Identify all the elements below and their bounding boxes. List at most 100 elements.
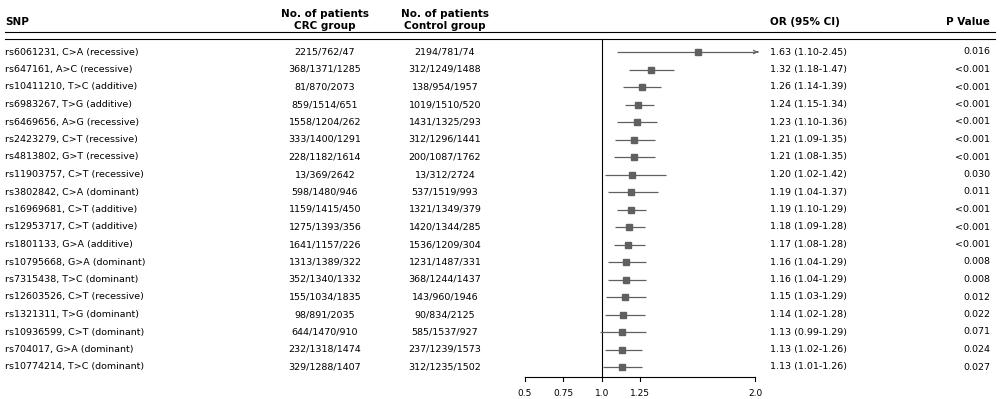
Text: 1.21 (1.08-1.35): 1.21 (1.08-1.35) — [770, 152, 847, 162]
Text: 1275/1393/356: 1275/1393/356 — [289, 223, 361, 231]
Text: 859/1514/651: 859/1514/651 — [292, 100, 358, 109]
Text: 644/1470/910: 644/1470/910 — [292, 328, 358, 336]
Text: rs10774214, T>C (dominant): rs10774214, T>C (dominant) — [5, 363, 144, 371]
Text: No. of patients: No. of patients — [281, 9, 369, 19]
Text: 1313/1389/322: 1313/1389/322 — [288, 257, 362, 267]
Text: rs7315438, T>C (dominant): rs7315438, T>C (dominant) — [5, 275, 138, 284]
Text: 312/1296/1441: 312/1296/1441 — [409, 135, 481, 144]
Text: 368/1244/1437: 368/1244/1437 — [409, 275, 481, 284]
Text: 13/312/2724: 13/312/2724 — [415, 170, 475, 179]
Text: rs10411210, T>C (additive): rs10411210, T>C (additive) — [5, 83, 137, 91]
Text: 228/1182/1614: 228/1182/1614 — [289, 152, 361, 162]
Text: 1.25: 1.25 — [630, 389, 650, 398]
Text: 1.13 (1.02-1.26): 1.13 (1.02-1.26) — [770, 345, 847, 354]
Text: 1.15 (1.03-1.29): 1.15 (1.03-1.29) — [770, 292, 847, 302]
Text: 0.008: 0.008 — [963, 275, 990, 284]
Text: 1.20 (1.02-1.42): 1.20 (1.02-1.42) — [770, 170, 847, 179]
Text: 0.011: 0.011 — [963, 188, 990, 196]
Text: rs6061231, C>A (recessive): rs6061231, C>A (recessive) — [5, 47, 139, 57]
Text: rs4813802, G>T (recessive): rs4813802, G>T (recessive) — [5, 152, 138, 162]
Text: 2194/781/74: 2194/781/74 — [415, 47, 475, 57]
Text: 0.008: 0.008 — [963, 257, 990, 267]
Text: <0.001: <0.001 — [955, 83, 990, 91]
Text: <0.001: <0.001 — [955, 152, 990, 162]
Text: P Value: P Value — [946, 17, 990, 27]
Text: 232/1318/1474: 232/1318/1474 — [289, 345, 361, 354]
Text: rs2423279, C>T (recessive): rs2423279, C>T (recessive) — [5, 135, 138, 144]
Text: 1.23 (1.10-1.36): 1.23 (1.10-1.36) — [770, 117, 847, 126]
Text: 0.75: 0.75 — [553, 389, 573, 398]
Text: 1321/1349/379: 1321/1349/379 — [409, 205, 481, 214]
Text: rs1321311, T>G (dominant): rs1321311, T>G (dominant) — [5, 310, 139, 319]
Text: 13/369/2642: 13/369/2642 — [295, 170, 355, 179]
Text: 1.14 (1.02-1.28): 1.14 (1.02-1.28) — [770, 310, 847, 319]
Text: 1558/1204/262: 1558/1204/262 — [289, 117, 361, 126]
Text: 1.16 (1.04-1.29): 1.16 (1.04-1.29) — [770, 257, 847, 267]
Text: rs12953717, C>T (additive): rs12953717, C>T (additive) — [5, 223, 137, 231]
Text: Control group: Control group — [404, 21, 486, 31]
Text: <0.001: <0.001 — [955, 240, 990, 249]
Text: rs12603526, C>T (recessive): rs12603526, C>T (recessive) — [5, 292, 144, 302]
Text: rs3802842, C>A (dominant): rs3802842, C>A (dominant) — [5, 188, 139, 196]
Text: 0.016: 0.016 — [963, 47, 990, 57]
Text: 537/1519/993: 537/1519/993 — [412, 188, 478, 196]
Text: 1231/1487/331: 1231/1487/331 — [409, 257, 481, 267]
Text: rs647161, A>C (recessive): rs647161, A>C (recessive) — [5, 65, 132, 74]
Text: 0.5: 0.5 — [518, 389, 532, 398]
Text: 585/1537/927: 585/1537/927 — [412, 328, 478, 336]
Text: rs11903757, C>T (recessive): rs11903757, C>T (recessive) — [5, 170, 144, 179]
Text: <0.001: <0.001 — [955, 223, 990, 231]
Text: <0.001: <0.001 — [955, 205, 990, 214]
Text: rs704017, G>A (dominant): rs704017, G>A (dominant) — [5, 345, 134, 354]
Text: 1.21 (1.09-1.35): 1.21 (1.09-1.35) — [770, 135, 847, 144]
Text: rs6983267, T>G (additive): rs6983267, T>G (additive) — [5, 100, 132, 109]
Text: 138/954/1957: 138/954/1957 — [412, 83, 478, 91]
Text: 1420/1344/285: 1420/1344/285 — [409, 223, 481, 231]
Text: 1.63 (1.10-2.45): 1.63 (1.10-2.45) — [770, 47, 847, 57]
Text: 0.027: 0.027 — [963, 363, 990, 371]
Text: 1.16 (1.04-1.29): 1.16 (1.04-1.29) — [770, 275, 847, 284]
Text: 237/1239/1573: 237/1239/1573 — [409, 345, 481, 354]
Text: 1431/1325/293: 1431/1325/293 — [409, 117, 481, 126]
Text: 1.19 (1.10-1.29): 1.19 (1.10-1.29) — [770, 205, 847, 214]
Text: 352/1340/1332: 352/1340/1332 — [288, 275, 362, 284]
Text: 1.13 (1.01-1.26): 1.13 (1.01-1.26) — [770, 363, 847, 371]
Text: 1159/1415/450: 1159/1415/450 — [289, 205, 361, 214]
Text: 143/960/1946: 143/960/1946 — [412, 292, 478, 302]
Text: 1.24 (1.15-1.34): 1.24 (1.15-1.34) — [770, 100, 847, 109]
Text: 1.32 (1.18-1.47): 1.32 (1.18-1.47) — [770, 65, 847, 74]
Text: 312/1249/1488: 312/1249/1488 — [409, 65, 481, 74]
Text: 1641/1157/226: 1641/1157/226 — [289, 240, 361, 249]
Text: 329/1288/1407: 329/1288/1407 — [289, 363, 361, 371]
Text: 368/1371/1285: 368/1371/1285 — [289, 65, 361, 74]
Text: 333/1400/1291: 333/1400/1291 — [289, 135, 361, 144]
Text: SNP: SNP — [5, 17, 29, 27]
Text: rs10795668, G>A (dominant): rs10795668, G>A (dominant) — [5, 257, 146, 267]
Text: rs1801133, G>A (additive): rs1801133, G>A (additive) — [5, 240, 133, 249]
Text: 1.18 (1.09-1.28): 1.18 (1.09-1.28) — [770, 223, 847, 231]
Text: 0.012: 0.012 — [963, 292, 990, 302]
Text: 0.071: 0.071 — [963, 328, 990, 336]
Text: 1.13 (0.99-1.29): 1.13 (0.99-1.29) — [770, 328, 847, 336]
Text: 2.0: 2.0 — [748, 389, 762, 398]
Text: <0.001: <0.001 — [955, 100, 990, 109]
Text: rs16969681, C>T (additive): rs16969681, C>T (additive) — [5, 205, 137, 214]
Text: OR (95% CI): OR (95% CI) — [770, 17, 840, 27]
Text: <0.001: <0.001 — [955, 135, 990, 144]
Text: 155/1034/1835: 155/1034/1835 — [289, 292, 361, 302]
Text: 98/891/2035: 98/891/2035 — [295, 310, 355, 319]
Text: 90/834/2125: 90/834/2125 — [415, 310, 475, 319]
Text: 81/870/2073: 81/870/2073 — [295, 83, 355, 91]
Text: 598/1480/946: 598/1480/946 — [292, 188, 358, 196]
Text: 1536/1209/304: 1536/1209/304 — [409, 240, 481, 249]
Text: rs6469656, A>G (recessive): rs6469656, A>G (recessive) — [5, 117, 139, 126]
Text: <0.001: <0.001 — [955, 65, 990, 74]
Text: 312/1235/1502: 312/1235/1502 — [409, 363, 481, 371]
Text: 0.022: 0.022 — [963, 310, 990, 319]
Text: 200/1087/1762: 200/1087/1762 — [409, 152, 481, 162]
Text: 0.024: 0.024 — [963, 345, 990, 354]
Text: 1.19 (1.04-1.37): 1.19 (1.04-1.37) — [770, 188, 847, 196]
Text: 2215/762/47: 2215/762/47 — [295, 47, 355, 57]
Text: 1.0: 1.0 — [594, 389, 609, 398]
Text: No. of patients: No. of patients — [401, 9, 489, 19]
